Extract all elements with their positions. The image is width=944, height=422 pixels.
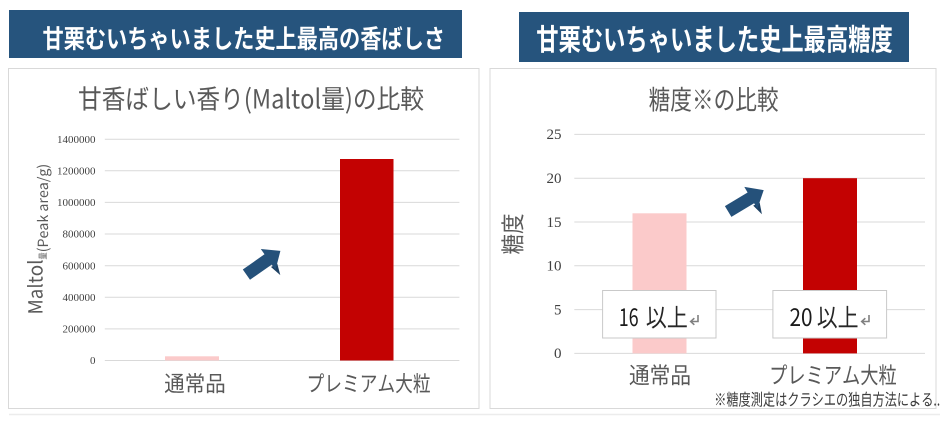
svg-text:25: 25: [547, 127, 562, 143]
svg-text:800000: 800000: [63, 229, 97, 241]
svg-text:1000000: 1000000: [57, 197, 96, 209]
svg-text:10: 10: [547, 259, 562, 275]
svg-text:0: 0: [554, 346, 562, 362]
svg-text:15: 15: [547, 215, 562, 231]
svg-text:0: 0: [90, 355, 96, 367]
svg-text:5: 5: [554, 302, 562, 318]
svg-text:20: 20: [547, 171, 562, 187]
svg-text:200000: 200000: [63, 324, 97, 336]
svg-text:600000: 600000: [63, 260, 97, 272]
svg-text:1200000: 1200000: [57, 165, 96, 177]
svg-text:1400000: 1400000: [57, 134, 96, 146]
svg-text:400000: 400000: [63, 292, 97, 304]
